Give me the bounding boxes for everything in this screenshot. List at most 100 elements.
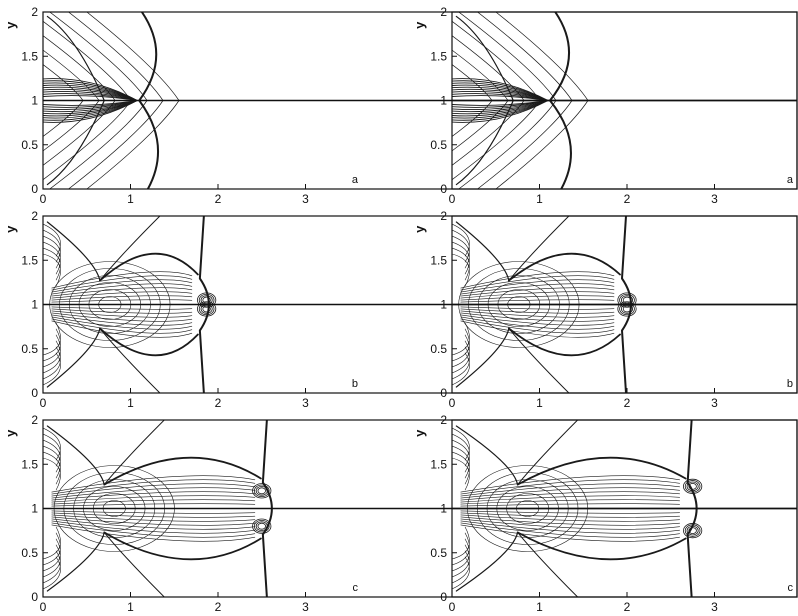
panel-letter: a: [352, 174, 359, 186]
interior-contour-line: [460, 522, 680, 538]
upper-contour-line: [43, 20, 132, 101]
vortex-contour: [688, 527, 697, 535]
wall-contour: [452, 340, 470, 374]
reflected-wave: [46, 531, 105, 592]
upper-contour-line: [43, 64, 84, 101]
y-tick-label: 2: [440, 5, 447, 19]
vortex-contour: [253, 484, 270, 497]
x-tick-label: 3: [302, 600, 309, 614]
reflected-wave: [455, 99, 514, 186]
wall-contour: [43, 235, 61, 269]
y-tick-label: 2: [440, 413, 447, 427]
y-axis-label: y: [412, 429, 427, 437]
reflected-wave: [455, 15, 514, 102]
y-tick-label: 0: [31, 590, 38, 604]
wall-contour: [452, 556, 470, 590]
interior-contour-line: [460, 491, 680, 501]
interior-contour-line: [51, 520, 256, 534]
vortex-contour: [257, 522, 266, 530]
x-tick-label: 1: [536, 396, 543, 410]
x-tick-label: 3: [302, 396, 309, 410]
interior-contour-line: [51, 312, 193, 322]
interior-contour-line: [460, 520, 680, 534]
lower-contour-line: [476, 100, 573, 189]
lower-contour-line: [86, 100, 180, 189]
slip-line: [517, 420, 579, 486]
vortex-contour: [253, 520, 270, 533]
vortex-contour: [617, 301, 637, 317]
slip-line: [103, 531, 165, 597]
x-tick-label: 1: [127, 396, 134, 410]
panel-2: 0 1 2 3 0 0.5 1 1.5 2 y a: [412, 5, 798, 206]
vortex-contour: [686, 525, 699, 536]
interior-contour-line: [460, 524, 680, 542]
slip-line: [517, 531, 579, 597]
x-tick-label: 2: [215, 192, 222, 206]
wall-contour: [452, 451, 470, 485]
wall-contour: [43, 526, 61, 560]
x-tick-label: 0: [40, 192, 47, 206]
interior-contour-line: [460, 318, 615, 334]
wall-contour: [452, 322, 470, 356]
interior-contour-line: [460, 483, 680, 497]
interior-contour-line: [51, 516, 256, 526]
vortex-contour: [197, 301, 217, 317]
interior-contour-line: [460, 514, 680, 522]
lower-contour-line: [43, 100, 132, 181]
bubble-upper-interface: [516, 456, 687, 486]
x-tick-label: 0: [449, 600, 456, 614]
y-tick-label: 0.5: [21, 342, 38, 356]
lower-contour-line: [458, 100, 557, 189]
interior-contour-line: [460, 312, 615, 322]
vortex-contour: [255, 485, 268, 496]
plot-area: [452, 216, 637, 393]
interior-contour-line: [51, 524, 256, 542]
lower-contour-line: [452, 100, 493, 137]
y-tick-label: 2: [440, 209, 447, 223]
wall-contour: [43, 433, 61, 467]
wall-contour: [452, 241, 470, 275]
interior-contour-line: [460, 510, 680, 514]
wall-contour: [43, 556, 61, 590]
interior-contour-line: [460, 479, 680, 495]
y-tick-label: 0: [31, 182, 38, 196]
upper-contour-line: [452, 49, 509, 101]
interior-contour-line: [51, 491, 256, 501]
vortex-contour: [688, 482, 697, 490]
y-tick-label: 1: [440, 94, 447, 108]
vortex-contour: [197, 292, 217, 308]
y-tick-label: 2: [31, 5, 38, 19]
x-tick-label: 3: [711, 600, 718, 614]
wall-contour: [43, 322, 61, 356]
reflected-wave: [455, 425, 519, 486]
y-tick-label: 0.5: [430, 546, 447, 560]
interior-contour-line: [51, 316, 193, 330]
lower-contour-line: [67, 100, 164, 189]
vortex-contour: [619, 293, 635, 307]
interior-contour-line: [460, 299, 615, 303]
y-tick-label: 1: [440, 502, 447, 516]
wall-contour: [43, 550, 61, 584]
y-tick-label: 2: [31, 209, 38, 223]
slip-line: [99, 327, 161, 393]
x-tick-label: 2: [215, 396, 222, 410]
reflected-wave: [455, 221, 510, 282]
panel-4: 0 1 2 3 0 0.5 1 1.5 2 y b: [412, 209, 798, 410]
interior-contour-line: [460, 306, 615, 310]
plot-area: [452, 420, 703, 597]
vortex-contour: [252, 483, 272, 499]
vortex-contour: [683, 478, 703, 494]
interior-contour-line: [51, 503, 256, 507]
y-tick-label: 1.5: [21, 253, 38, 267]
interior-contour-line: [460, 271, 615, 289]
reflected-wave: [46, 327, 101, 388]
interior-contour-line: [460, 503, 680, 507]
vortex-contour: [198, 293, 215, 307]
wall-contour: [43, 352, 61, 386]
slip-line: [508, 327, 570, 393]
y-tick-label: 1.5: [21, 457, 38, 471]
wall-contour: [43, 457, 61, 491]
interior-contour-line: [51, 291, 193, 299]
wall-contour: [43, 427, 61, 461]
y-tick-label: 0: [440, 590, 447, 604]
